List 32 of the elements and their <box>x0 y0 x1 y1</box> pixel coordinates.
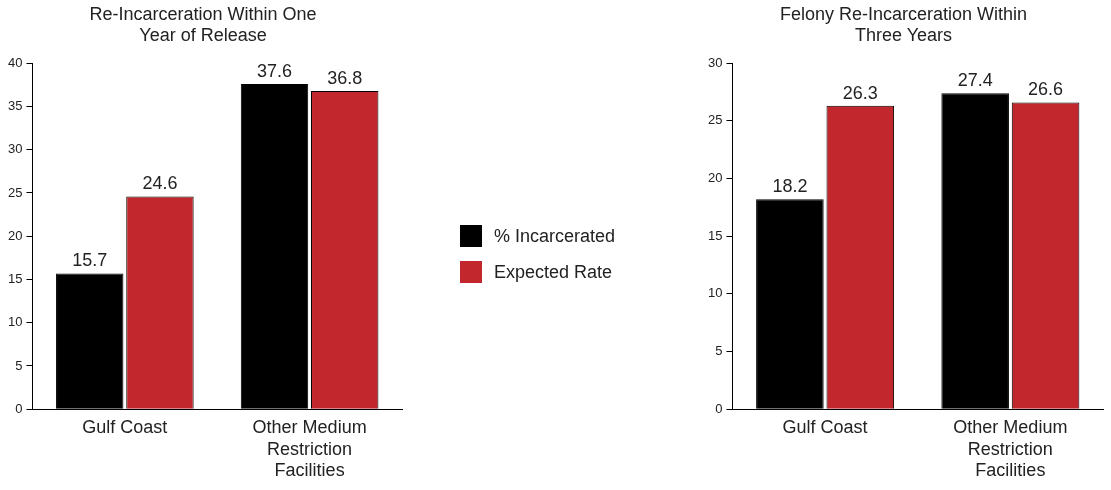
legend-label: % Incarcerated <box>494 225 616 247</box>
chart-title: Re-Incarceration Within One Year of Release <box>89 3 317 46</box>
y-tick-label: 20 <box>707 170 723 186</box>
y-tick-label: 0 <box>715 400 723 416</box>
y-tick-label: 40 <box>7 54 23 70</box>
y-tick-label: 30 <box>7 141 23 157</box>
data-label: 18.2 <box>772 176 808 197</box>
data-label: 26.6 <box>1028 79 1064 100</box>
y-tick-label: 10 <box>7 314 23 330</box>
y-tick-label: 5 <box>15 357 23 373</box>
x-tick-label: Other Medium Restriction Facilities <box>252 416 367 481</box>
x-tick-label: Gulf Coast <box>82 416 168 437</box>
y-tick-label: 30 <box>707 54 723 70</box>
data-label: 15.7 <box>72 250 108 271</box>
legend-label: Expected Rate <box>494 261 613 283</box>
y-tick-label: 25 <box>7 184 23 200</box>
y-tick-label: 5 <box>715 343 723 359</box>
y-tick-label: 20 <box>7 227 23 243</box>
y-tick-label: 10 <box>707 285 723 301</box>
x-tick-label: Gulf Coast <box>782 416 868 437</box>
data-label: 26.3 <box>842 82 878 103</box>
y-tick-label: 0 <box>15 400 23 416</box>
y-tick-label: 15 <box>707 227 723 243</box>
y-tick-label: 15 <box>7 271 23 287</box>
y-tick-label: 35 <box>7 98 23 114</box>
data-label: 24.6 <box>142 173 178 194</box>
chart-title: Felony Re-Incarceration Within Three Years <box>779 3 1028 46</box>
y-tick-label: 25 <box>707 112 723 128</box>
data-label: 37.6 <box>256 60 293 81</box>
data-label: 36.8 <box>327 67 363 88</box>
x-tick-label: Other Medium Restriction Facilities <box>953 416 1068 481</box>
data-label: 27.4 <box>957 70 993 91</box>
